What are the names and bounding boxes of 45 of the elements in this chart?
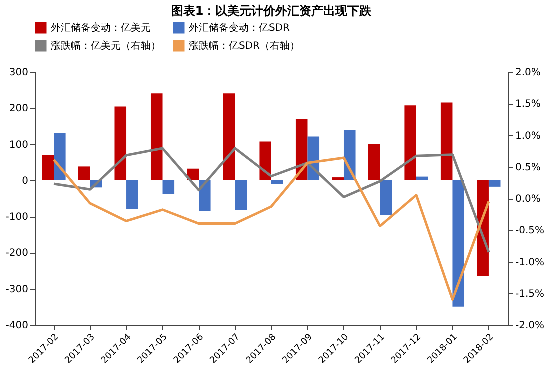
- legend-label: 外汇储备变动：亿美元: [51, 22, 151, 34]
- y2-tick-label: 0.0%: [516, 194, 541, 205]
- line-series: [52, 147, 490, 254]
- y2-tick-label: 0.5%: [516, 162, 541, 174]
- y-tick-label: -300: [6, 284, 28, 296]
- y2-tick-label: 2.0%: [516, 68, 541, 78]
- bar: [260, 142, 272, 180]
- bar: [332, 178, 344, 180]
- legend-label: 涨跌幅：亿SDR（右轴）: [189, 40, 300, 52]
- bar: [416, 176, 428, 180]
- bar: [199, 180, 211, 212]
- bar: [162, 180, 175, 194]
- y2-tick-label: -2.0%: [516, 320, 545, 332]
- y-tick-label: -400: [6, 320, 28, 332]
- y-tick-label: 100: [9, 140, 28, 151]
- bar: [368, 144, 380, 180]
- y2-tick-label: -1.5%: [516, 288, 545, 300]
- bar: [440, 102, 453, 180]
- bar: [272, 180, 284, 184]
- y-tick-label: -100: [6, 212, 28, 224]
- y-tick-label: 0: [22, 176, 28, 187]
- bar: [42, 155, 54, 180]
- y2-tick-label: 1.0%: [516, 130, 541, 142]
- bar: [404, 106, 416, 180]
- bar: [126, 180, 138, 210]
- y-tick-label: -200: [6, 248, 28, 260]
- bar: [114, 106, 127, 180]
- bar: [223, 94, 236, 180]
- y2-tick-label: -1.0%: [516, 257, 545, 268]
- bar: [452, 180, 465, 307]
- y2-tick-label: 1.5%: [516, 99, 541, 110]
- bar: [235, 180, 248, 210]
- chart-title: 图表1：以美元计价外汇资产出现下跌: [171, 4, 373, 18]
- y-tick-label: 300: [9, 68, 28, 78]
- bar: [488, 180, 501, 187]
- y2-tick-label: -0.5%: [516, 226, 545, 237]
- bar: [54, 133, 66, 180]
- bar: [380, 180, 392, 216]
- legend-label: 外汇储备变动：亿SDR: [189, 22, 290, 34]
- bar: [187, 168, 200, 180]
- y-tick-label: 200: [9, 104, 28, 115]
- line-series: [52, 156, 490, 301]
- bar: [150, 94, 163, 180]
- bar: [78, 166, 90, 180]
- legend-label: 涨跌幅：亿美元（右轴）: [51, 40, 161, 52]
